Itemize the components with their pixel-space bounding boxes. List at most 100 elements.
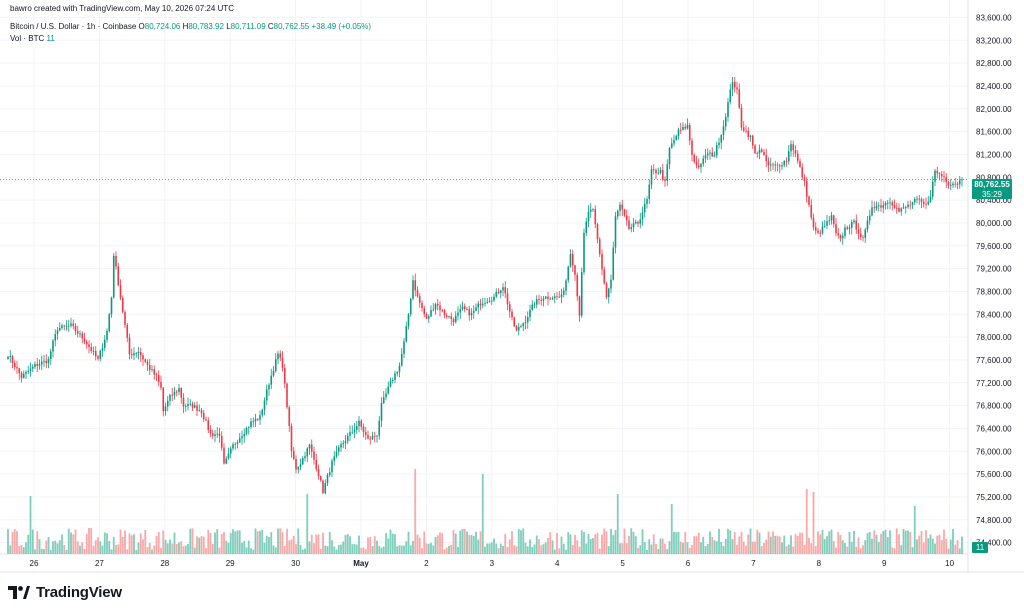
volume-bar xyxy=(495,543,498,554)
candle-body xyxy=(434,303,437,310)
candle-body xyxy=(205,419,207,421)
candle-body xyxy=(553,296,556,299)
candle-body xyxy=(925,203,927,205)
candle-body xyxy=(733,81,736,88)
volume-bar xyxy=(322,532,324,554)
volume-bar xyxy=(508,539,511,554)
candle-body xyxy=(286,383,288,408)
candle-body xyxy=(911,202,914,205)
volume-bar xyxy=(961,536,963,554)
candle-body xyxy=(70,323,72,326)
volume-bar xyxy=(394,534,396,554)
volume-bar xyxy=(574,534,576,554)
time-tick-label: 3 xyxy=(490,559,495,568)
candle-body xyxy=(664,179,666,181)
volume-bar xyxy=(90,528,93,554)
price-tick-label: 75,200.00 xyxy=(976,493,1012,502)
volume-bar xyxy=(893,548,896,554)
candle-body xyxy=(940,174,943,177)
candle-body xyxy=(670,143,673,149)
candle-body xyxy=(560,294,563,298)
candle-body xyxy=(358,420,360,427)
candle-body xyxy=(481,303,484,306)
volume-bar xyxy=(580,530,583,554)
candle-body xyxy=(209,429,212,434)
volume-bar xyxy=(718,528,720,554)
volume-bar xyxy=(650,544,653,554)
candle-body xyxy=(850,222,853,228)
volume-bar xyxy=(889,530,891,554)
volume-bar xyxy=(200,536,203,554)
time-tick-label: 2 xyxy=(424,559,429,568)
candle-body xyxy=(486,301,489,304)
volume-bar xyxy=(551,540,554,554)
volume-bar xyxy=(713,540,716,554)
candle-body xyxy=(954,183,957,185)
candle-body xyxy=(137,352,140,354)
candle-body xyxy=(351,431,354,433)
candle-body xyxy=(247,426,250,428)
volume-bar xyxy=(196,536,198,554)
price-tick-label: 77,200.00 xyxy=(976,379,1012,388)
candle-body xyxy=(844,227,846,236)
candle-body xyxy=(740,107,743,128)
candle-body xyxy=(362,426,365,433)
candle-body xyxy=(43,360,45,362)
volume-bar xyxy=(801,532,804,554)
volume-bar xyxy=(796,535,799,554)
candle-body xyxy=(135,353,138,354)
volume-bar xyxy=(693,536,696,554)
volume-bar xyxy=(567,532,570,554)
candle-body xyxy=(292,450,295,459)
change-value: +38.49 (+0.05%) xyxy=(311,22,372,31)
volume-bar xyxy=(949,539,952,554)
volume-bar xyxy=(121,537,124,554)
time-tick-label: 10 xyxy=(945,559,954,568)
candle-body xyxy=(306,448,309,457)
candle-body xyxy=(349,432,351,436)
price-tick-label: 81,600.00 xyxy=(976,128,1012,137)
candle-body xyxy=(245,427,248,434)
candle-body xyxy=(164,406,167,412)
candle-body xyxy=(403,341,405,354)
candle-body xyxy=(704,155,707,159)
candle-body xyxy=(398,365,401,372)
volume-bar xyxy=(614,530,617,554)
volume-bar xyxy=(101,545,104,554)
price-tick-label: 82,400.00 xyxy=(976,82,1012,91)
volume-bar xyxy=(92,545,95,554)
volume-bar xyxy=(958,548,961,554)
candle-body xyxy=(706,153,709,156)
candle-body xyxy=(423,308,426,315)
volume-bar xyxy=(281,532,284,554)
legend-row-symbol: Bitcoin / U.S. Dollar · 1h · Coinbase O8… xyxy=(10,22,371,31)
volume-bar xyxy=(907,530,909,554)
price-tick-label: 76,000.00 xyxy=(976,447,1012,456)
volume-bar xyxy=(666,549,669,554)
volume-bar xyxy=(205,548,207,554)
price-tick-label: 78,000.00 xyxy=(976,333,1012,342)
candle-body xyxy=(927,201,930,205)
volume-label[interactable]: Vol · BTC xyxy=(10,34,45,43)
candle-body xyxy=(488,301,491,302)
candle-body xyxy=(328,472,331,475)
candle-body xyxy=(902,207,905,209)
volume-bar xyxy=(664,543,666,554)
candle-body xyxy=(569,254,572,267)
volume-bar xyxy=(956,540,959,554)
volume-bar xyxy=(787,544,790,554)
volume-bar xyxy=(808,537,810,554)
candle-body xyxy=(20,373,23,378)
tradingview-logo[interactable]: TradingView xyxy=(8,584,122,601)
candle-body xyxy=(115,255,117,267)
volume-bar xyxy=(434,537,437,554)
candle-body xyxy=(727,102,729,117)
volume-bar xyxy=(927,538,930,554)
volume-bar xyxy=(648,539,651,554)
candle-body xyxy=(83,338,86,342)
volume-bar xyxy=(493,538,495,554)
volume-bar xyxy=(387,538,390,554)
symbol-label[interactable]: Bitcoin / U.S. Dollar · 1h · Coinbase xyxy=(10,22,137,31)
candle-body xyxy=(52,340,54,352)
candle-body xyxy=(130,354,133,356)
